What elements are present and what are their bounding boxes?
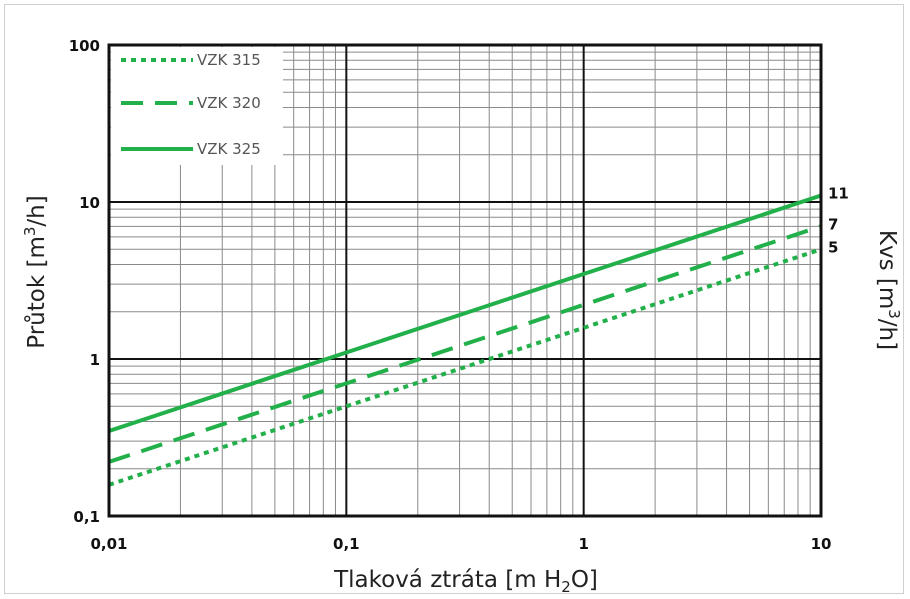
kvs-label: 7 bbox=[828, 215, 838, 233]
series-line-vzk-320 bbox=[108, 224, 822, 464]
x-tick-label: 1 bbox=[578, 535, 588, 553]
figure-frame bbox=[4, 4, 904, 594]
legend-background bbox=[111, 47, 283, 165]
y-tick-label: 0,1 bbox=[73, 508, 100, 526]
x-tick-label: 0,01 bbox=[90, 535, 127, 553]
kvs-label: 5 bbox=[828, 238, 838, 256]
kvs-labels: 5 7 11 bbox=[828, 185, 849, 257]
legend-label-2: VZK 320 bbox=[197, 94, 261, 112]
x-tick-label: 10 bbox=[811, 535, 832, 553]
x-axis-title: Tlaková ztráta [m H2O] bbox=[333, 567, 598, 596]
y-tick-labels: 0,1 1 10 100 bbox=[69, 37, 100, 526]
plot-border bbox=[107, 43, 823, 518]
grid-minor bbox=[109, 45, 821, 516]
y-tick-label: 1 bbox=[90, 351, 100, 369]
y-tick-label: 10 bbox=[79, 194, 100, 212]
x-tick-label: 0,1 bbox=[333, 535, 360, 553]
legend: VZK 315 VZK 320 VZK 325 bbox=[121, 51, 261, 158]
x-tick-labels: 0,01 0,1 1 10 bbox=[90, 535, 831, 553]
legend-label-3: VZK 325 bbox=[197, 140, 261, 158]
y2-axis-title: Kvs [m3/h] bbox=[874, 230, 903, 350]
y-tick-label: 100 bbox=[69, 37, 100, 55]
legend-label-1: VZK 315 bbox=[197, 51, 261, 69]
series-lines bbox=[108, 193, 822, 487]
y-axis-title: Průtok [m3/h] bbox=[21, 195, 50, 348]
series-line-vzk-315 bbox=[108, 247, 822, 487]
grid-major bbox=[109, 45, 821, 516]
kvs-label: 11 bbox=[828, 185, 849, 203]
series-line-vzk-325 bbox=[108, 193, 822, 433]
